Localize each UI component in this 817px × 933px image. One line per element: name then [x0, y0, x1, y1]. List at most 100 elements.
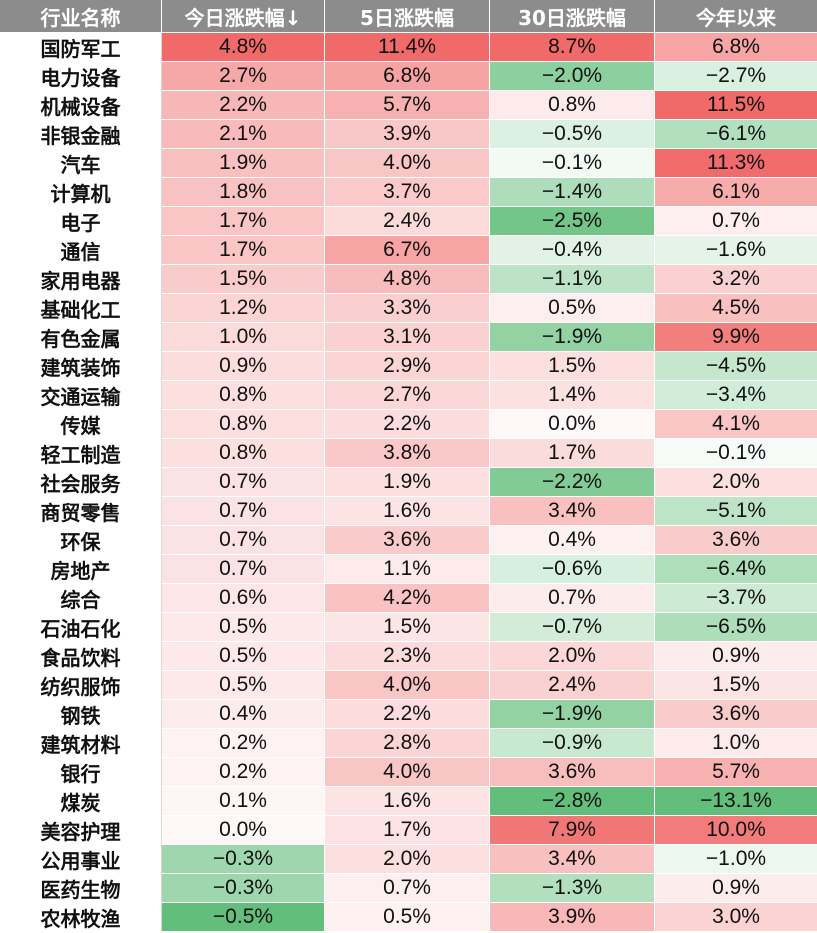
industry-name-cell: 房地产	[0, 555, 162, 584]
today-change-cell: 0.4%	[162, 700, 325, 729]
today-change-cell: 0.7%	[162, 497, 325, 526]
ytd-change-cell: −2.7%	[655, 62, 817, 91]
industry-name-cell: 农林牧渔	[0, 903, 162, 932]
today-change-cell: −0.5%	[162, 903, 325, 932]
header-5day-change[interactable]: 5日涨跌幅	[325, 0, 490, 33]
table-row[interactable]: 建筑材料 0.2% 2.8% −0.9% 1.0%	[0, 729, 817, 758]
table-row[interactable]: 银行 0.2% 4.0% 3.6% 5.7%	[0, 758, 817, 787]
ytd-change-cell: −5.1%	[655, 497, 817, 526]
five-day-change-cell: 3.1%	[325, 323, 490, 352]
table-row[interactable]: 汽车 1.9% 4.0% −0.1% 11.3%	[0, 149, 817, 178]
thirty-day-change-cell: 1.4%	[490, 381, 655, 410]
thirty-day-change-cell: 1.7%	[490, 439, 655, 468]
thirty-day-change-cell: 8.7%	[490, 33, 655, 62]
today-change-cell: 2.1%	[162, 120, 325, 149]
industry-name-cell: 通信	[0, 236, 162, 265]
industry-name-cell: 食品饮料	[0, 642, 162, 671]
industry-name-cell: 家用电器	[0, 265, 162, 294]
table-row[interactable]: 环保 0.7% 3.6% 0.4% 3.6%	[0, 526, 817, 555]
table-row[interactable]: 机械设备 2.2% 5.7% 0.8% 11.5%	[0, 91, 817, 120]
table-row[interactable]: 电子 1.7% 2.4% −2.5% 0.7%	[0, 207, 817, 236]
today-change-cell: 0.5%	[162, 671, 325, 700]
five-day-change-cell: 2.2%	[325, 410, 490, 439]
thirty-day-change-cell: 0.8%	[490, 91, 655, 120]
table-row[interactable]: 钢铁 0.4% 2.2% −1.9% 3.6%	[0, 700, 817, 729]
industry-name-cell: 纺织服饰	[0, 671, 162, 700]
ytd-change-cell: 2.0%	[655, 468, 817, 497]
thirty-day-change-cell: −2.5%	[490, 207, 655, 236]
ytd-change-cell: −1.0%	[655, 845, 817, 874]
ytd-change-cell: −1.6%	[655, 236, 817, 265]
table-row[interactable]: 通信 1.7% 6.7% −0.4% −1.6%	[0, 236, 817, 265]
table-row[interactable]: 煤炭 0.1% 1.6% −2.8% −13.1%	[0, 787, 817, 816]
thirty-day-change-cell: −1.4%	[490, 178, 655, 207]
industry-name-cell: 计算机	[0, 178, 162, 207]
table-row[interactable]: 交通运输 0.8% 2.7% 1.4% −3.4%	[0, 381, 817, 410]
five-day-change-cell: 2.2%	[325, 700, 490, 729]
industry-name-cell: 国防军工	[0, 33, 162, 62]
header-industry-name[interactable]: 行业名称	[0, 0, 162, 33]
table-row[interactable]: 商贸零售 0.7% 1.6% 3.4% −5.1%	[0, 497, 817, 526]
table-row[interactable]: 食品饮料 0.5% 2.3% 2.0% 0.9%	[0, 642, 817, 671]
table-row[interactable]: 美容护理 0.0% 1.7% 7.9% 10.0%	[0, 816, 817, 845]
table-row[interactable]: 基础化工 1.2% 3.3% 0.5% 4.5%	[0, 294, 817, 323]
five-day-change-cell: 4.0%	[325, 758, 490, 787]
table-row[interactable]: 有色金属 1.0% 3.1% −1.9% 9.9%	[0, 323, 817, 352]
table-row[interactable]: 综合 0.6% 4.2% 0.7% −3.7%	[0, 584, 817, 613]
ytd-change-cell: 3.6%	[655, 700, 817, 729]
table-row[interactable]: 纺织服饰 0.5% 4.0% 2.4% 1.5%	[0, 671, 817, 700]
industry-name-cell: 有色金属	[0, 323, 162, 352]
industry-name-cell: 公用事业	[0, 845, 162, 874]
five-day-change-cell: 3.8%	[325, 439, 490, 468]
today-change-cell: 0.7%	[162, 555, 325, 584]
five-day-change-cell: 4.8%	[325, 265, 490, 294]
header-ytd-change[interactable]: 今年以来	[655, 0, 817, 33]
five-day-change-cell: 4.0%	[325, 149, 490, 178]
table-row[interactable]: 家用电器 1.5% 4.8% −1.1% 3.2%	[0, 265, 817, 294]
ytd-change-cell: 3.0%	[655, 903, 817, 932]
ytd-change-cell: 5.7%	[655, 758, 817, 787]
thirty-day-change-cell: 0.0%	[490, 410, 655, 439]
table-row[interactable]: 建筑装饰 0.9% 2.9% 1.5% −4.5%	[0, 352, 817, 381]
thirty-day-change-cell: −1.3%	[490, 874, 655, 903]
industry-name-cell: 钢铁	[0, 700, 162, 729]
industry-name-cell: 美容护理	[0, 816, 162, 845]
table-row[interactable]: 计算机 1.8% 3.7% −1.4% 6.1%	[0, 178, 817, 207]
thirty-day-change-cell: 3.9%	[490, 903, 655, 932]
today-change-cell: 0.2%	[162, 758, 325, 787]
industry-name-cell: 社会服务	[0, 468, 162, 497]
ytd-change-cell: −6.1%	[655, 120, 817, 149]
today-change-cell: 0.1%	[162, 787, 325, 816]
five-day-change-cell: 0.7%	[325, 874, 490, 903]
five-day-change-cell: 0.5%	[325, 903, 490, 932]
table-row[interactable]: 公用事业 −0.3% 2.0% 3.4% −1.0%	[0, 845, 817, 874]
table-row[interactable]: 农林牧渔 −0.5% 0.5% 3.9% 3.0%	[0, 903, 817, 932]
table-row[interactable]: 石油石化 0.5% 1.5% −0.7% −6.5%	[0, 613, 817, 642]
thirty-day-change-cell: −0.6%	[490, 555, 655, 584]
header-30day-change[interactable]: 30日涨跌幅	[490, 0, 655, 33]
table-row[interactable]: 传媒 0.8% 2.2% 0.0% 4.1%	[0, 410, 817, 439]
table-row[interactable]: 轻工制造 0.8% 3.8% 1.7% −0.1%	[0, 439, 817, 468]
table-row[interactable]: 社会服务 0.7% 1.9% −2.2% 2.0%	[0, 468, 817, 497]
industry-name-cell: 传媒	[0, 410, 162, 439]
industry-name-cell: 煤炭	[0, 787, 162, 816]
today-change-cell: 0.0%	[162, 816, 325, 845]
industry-name-cell: 基础化工	[0, 294, 162, 323]
five-day-change-cell: 2.9%	[325, 352, 490, 381]
today-change-cell: 1.7%	[162, 236, 325, 265]
industry-name-cell: 石油石化	[0, 613, 162, 642]
table-row[interactable]: 非银金融 2.1% 3.9% −0.5% −6.1%	[0, 120, 817, 149]
table-row[interactable]: 医药生物 −0.3% 0.7% −1.3% 0.9%	[0, 874, 817, 903]
table-row[interactable]: 房地产 0.7% 1.1% −0.6% −6.4%	[0, 555, 817, 584]
five-day-change-cell: 1.9%	[325, 468, 490, 497]
today-change-cell: 0.8%	[162, 439, 325, 468]
ytd-change-cell: 1.0%	[655, 729, 817, 758]
table-row[interactable]: 国防军工 4.8% 11.4% 8.7% 6.8%	[0, 33, 817, 62]
industry-name-cell: 银行	[0, 758, 162, 787]
ytd-change-cell: 4.1%	[655, 410, 817, 439]
thirty-day-change-cell: 0.7%	[490, 584, 655, 613]
table-row[interactable]: 电力设备 2.7% 6.8% −2.0% −2.7%	[0, 62, 817, 91]
header-today-change[interactable]: 今日涨跌幅↓	[162, 0, 325, 33]
five-day-change-cell: 5.7%	[325, 91, 490, 120]
today-change-cell: 0.7%	[162, 468, 325, 497]
